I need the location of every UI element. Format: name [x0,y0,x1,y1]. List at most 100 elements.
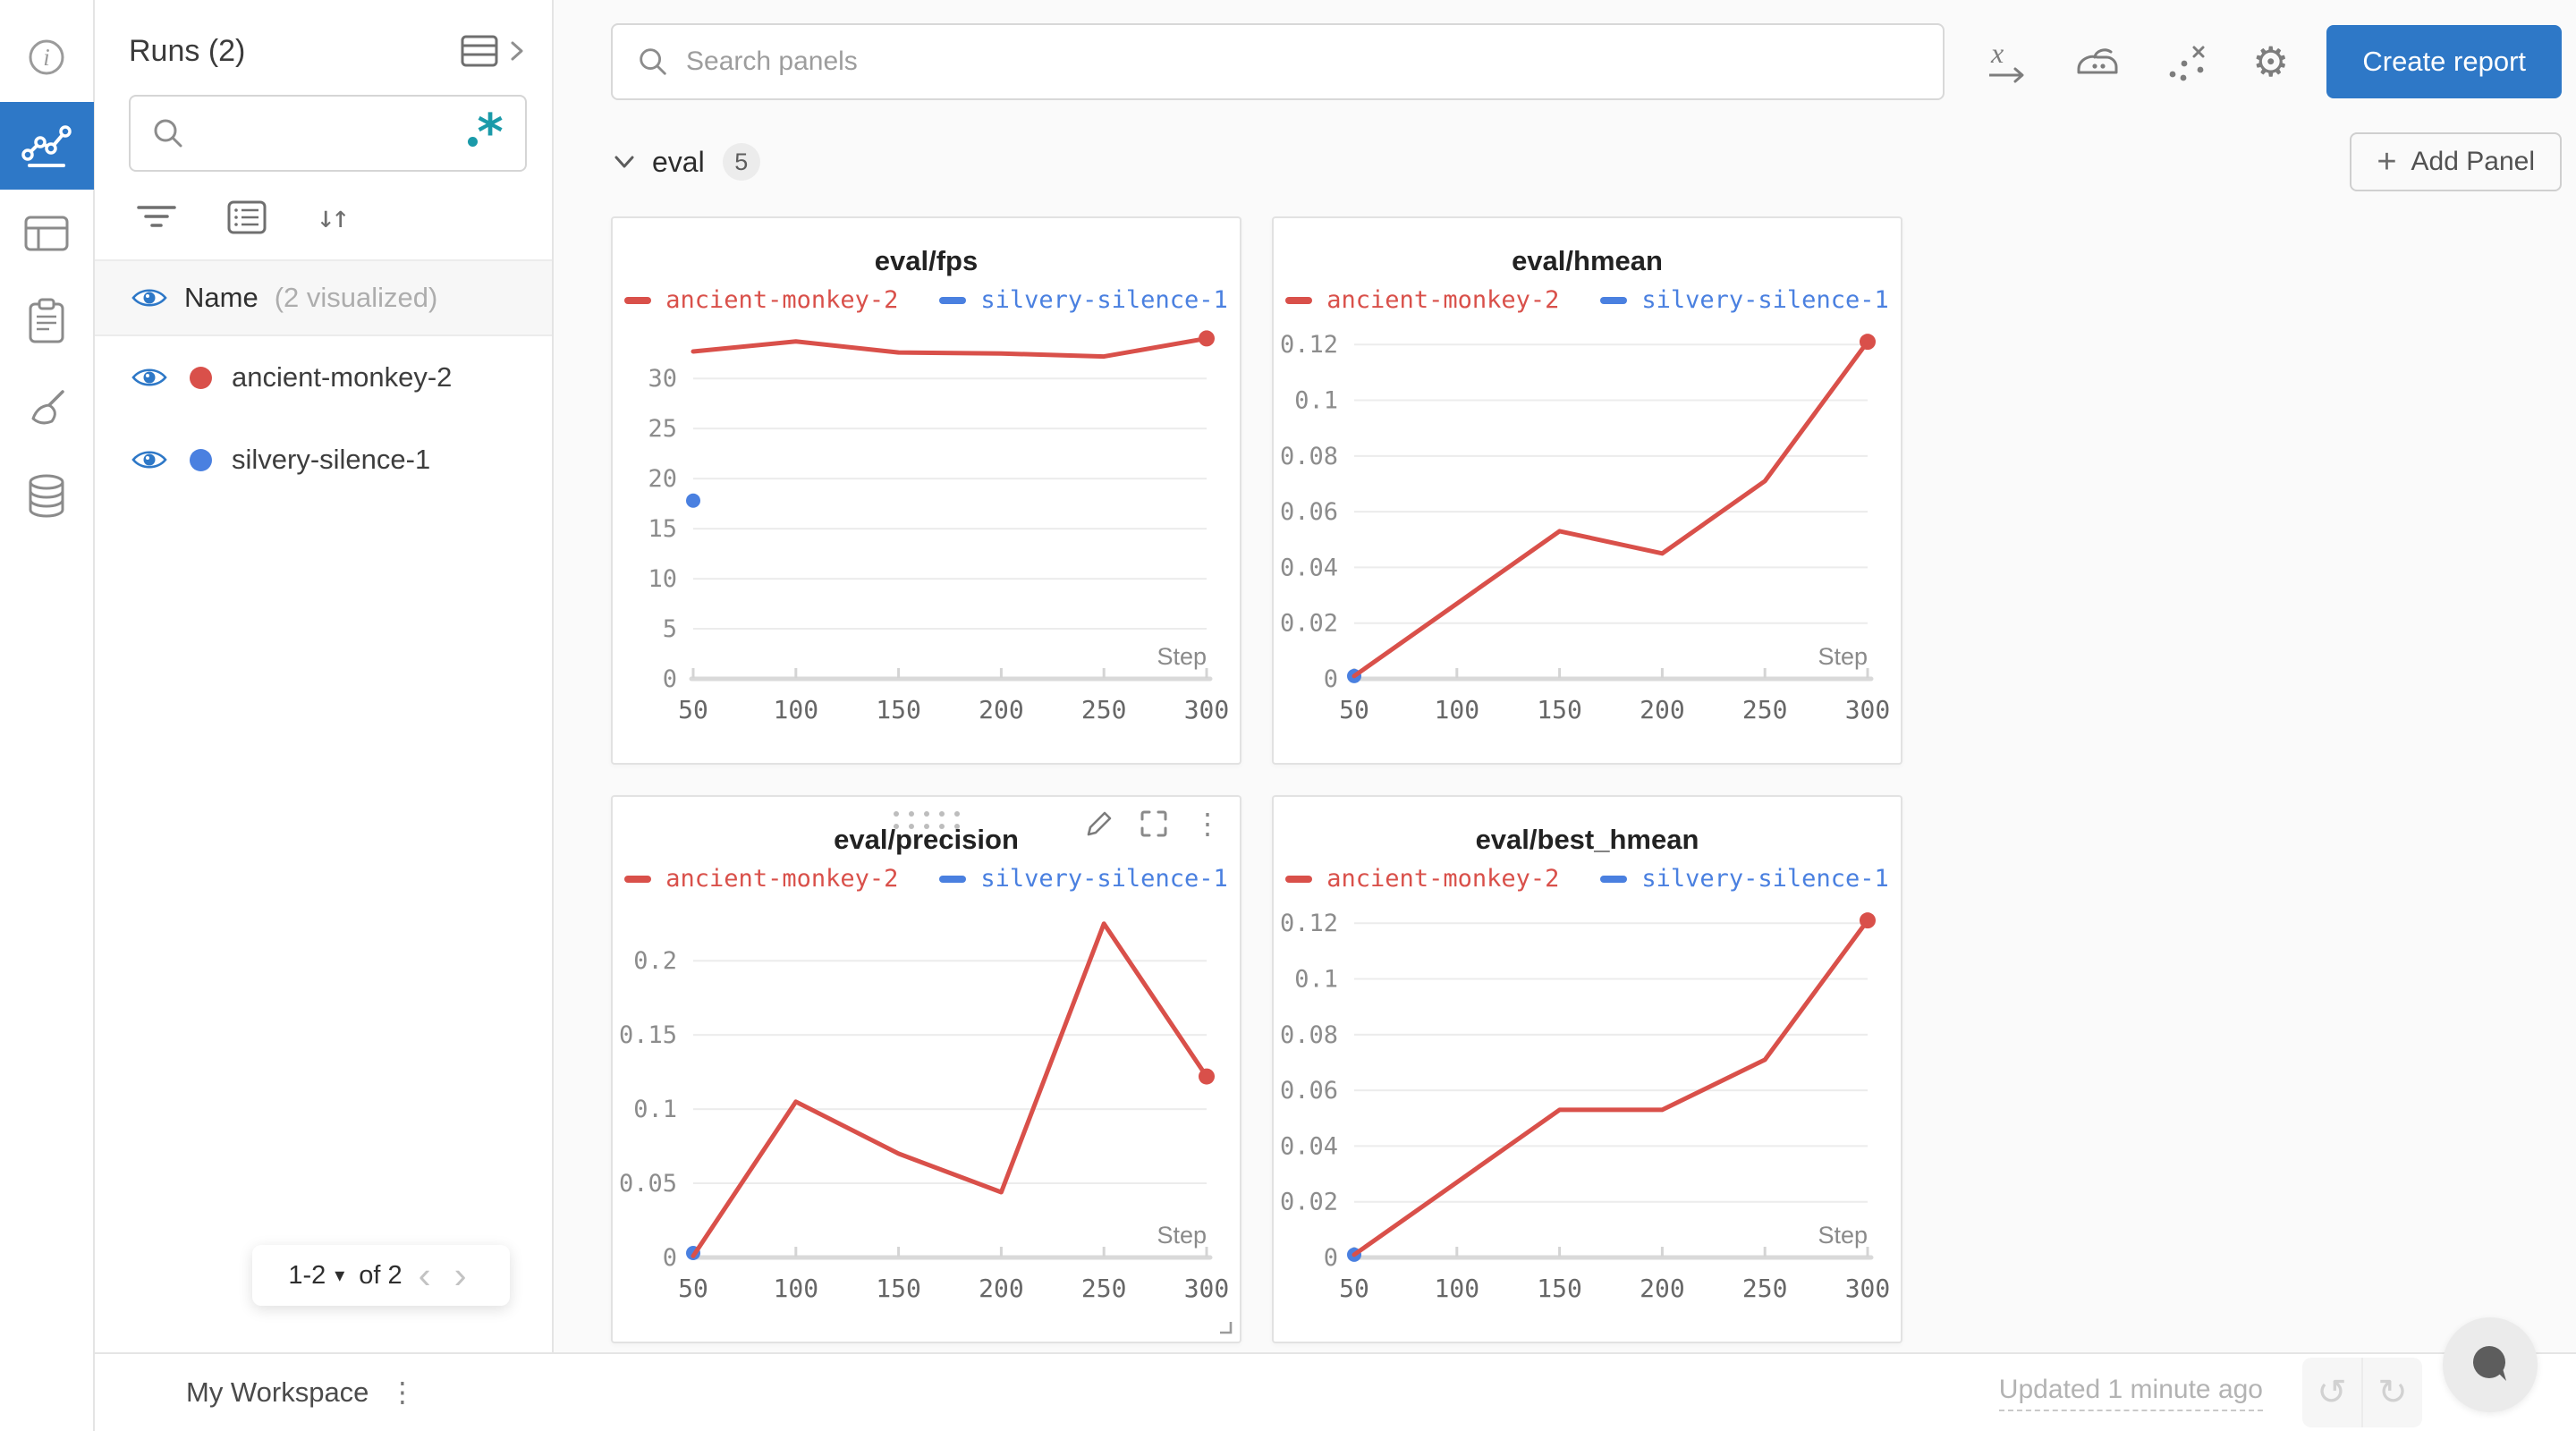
runs-table-toggle-icon[interactable] [459,32,500,70]
legend-swatch [624,296,652,304]
legend-swatch [1600,296,1628,304]
last-point [1199,1068,1215,1085]
svg-text:0.04: 0.04 [1280,554,1338,581]
legend-swatch [1285,875,1313,883]
series-line [1352,918,1870,1257]
svg-text:20: 20 [648,465,677,493]
sidebar-item-workspace[interactable] [0,102,94,190]
svg-text:150: 150 [876,695,921,724]
x-axis-settings-icon[interactable]: x [1982,39,2032,84]
broom-icon [31,390,64,425]
run-name: silvery-silence-1 [232,444,431,475]
add-panel-button[interactable]: + Add Panel [2350,132,2562,191]
chart-panel[interactable]: eval/best_hmean ancient-monkey-2 silvery-… [1272,795,1902,1343]
pagination-dropdown-icon[interactable]: ▾ [335,1264,345,1286]
sidebar-item-artifacts[interactable] [0,453,94,540]
sidebar-item-sweeps[interactable] [0,365,94,453]
workspace-main: x [554,0,2576,1431]
svg-text:50: 50 [678,695,708,724]
svg-text:5: 5 [663,615,677,643]
search-panels-box [611,23,1945,100]
chart-panel[interactable]: ⋮ eval/precision ancient-monkey-2 silvery… [611,795,1241,1343]
bottom-bar: My Workspace ⋮ Updated 1 minute ago ↺ ↻ [95,1352,2576,1431]
svg-text:0.2: 0.2 [633,947,677,975]
svg-text:0.02: 0.02 [1280,610,1338,638]
svg-text:25: 25 [648,415,677,443]
section-collapse-chevron-icon[interactable] [611,152,638,172]
chart-panel[interactable]: eval/fps ancient-monkey-2 silvery-silence… [611,216,1241,765]
svg-text:15: 15 [648,515,677,543]
svg-text:0.02: 0.02 [1280,1189,1338,1216]
chat-button[interactable] [2443,1317,2538,1412]
svg-text:250: 250 [1742,695,1788,724]
smoothing-iron-icon[interactable] [2073,40,2123,83]
chart-legend: ancient-monkey-2 silvery-silence-1 [1274,286,1901,314]
edit-panel-pencil-icon[interactable] [1084,809,1114,839]
chart-panel[interactable]: eval/hmean ancient-monkey-2 silvery-silen… [1272,216,1902,765]
sidebar-item-overview[interactable]: i [0,25,94,89]
clipboard-icon [29,298,64,343]
sort-icon[interactable]: ↓↑ [317,199,350,235]
outliers-scatter-icon[interactable] [2165,40,2211,83]
run-row-ancient-monkey-2[interactable]: ancient-monkey-2 [95,336,552,419]
last-updated-label[interactable]: Updated 1 minute ago [1998,1375,2263,1411]
pagination-next-icon[interactable]: › [453,1254,467,1296]
svg-text:0.12: 0.12 [1280,910,1338,937]
runs-search-box: * [129,95,527,172]
undo-redo-group: ↺ ↻ [2302,1358,2422,1427]
visibility-eye-icon[interactable] [131,284,168,311]
expand-sidebar-chevron-icon[interactable] [507,36,527,66]
pagination-prev-icon[interactable]: ‹ [418,1254,431,1296]
run-row-silvery-silence-1[interactable]: silvery-silence-1 [95,419,552,501]
legend-run-name: silvery-silence-1 [980,865,1228,893]
visibility-eye-icon[interactable] [131,364,168,391]
svg-text:0: 0 [1324,1244,1338,1272]
legend-entry[interactable]: silvery-silence-1 [1600,865,1889,893]
legend-entry[interactable]: ancient-monkey-2 [1285,865,1559,893]
panels-grid: eval/fps ancient-monkey-2 silvery-silence… [611,216,2562,1431]
legend-entry[interactable]: ancient-monkey-2 [624,865,898,893]
legend-run-name: ancient-monkey-2 [665,865,899,893]
svg-text:100: 100 [1435,695,1480,724]
legend-entry[interactable]: silvery-silence-1 [939,286,1228,314]
sidebar-item-logs[interactable] [0,277,94,365]
chart-legend: ancient-monkey-2 silvery-silence-1 [613,286,1240,314]
chart-plot: 0 0.05 0.1 0.15 0.2 50 100 150 200 250 300 Step [619,921,1229,1303]
workspace-name[interactable]: My Workspace [186,1376,369,1408]
runs-header-row[interactable]: Name (2 visualized) [95,259,552,336]
runs-column-name: Name [184,282,258,313]
runs-search-input[interactable] [200,118,466,148]
sidebar-item-runs-table[interactable] [0,190,94,277]
svg-text:0.1: 0.1 [1294,966,1338,994]
legend-entry[interactable]: ancient-monkey-2 [624,286,898,314]
svg-text:0.08: 0.08 [1280,1021,1338,1049]
workspace-menu-icon[interactable]: ⋮ [388,1376,417,1408]
undo-button[interactable]: ↺ [2302,1358,2361,1427]
create-report-button[interactable]: Create report [2326,25,2562,98]
regex-toggle-icon[interactable]: * [466,104,505,162]
settings-gear-icon[interactable]: ⚙ [2252,38,2290,85]
legend-entry[interactable]: silvery-silence-1 [939,865,1228,893]
filter-icon[interactable] [136,203,177,232]
run-name: ancient-monkey-2 [232,361,453,393]
resize-handle-icon[interactable] [1215,1317,1234,1336]
svg-text:Step: Step [1157,1222,1207,1249]
fullscreen-icon[interactable] [1138,808,1170,840]
svg-text:i: i [43,44,50,71]
pagination-range[interactable]: 1-2 [288,1260,326,1290]
group-list-icon[interactable] [225,199,268,236]
plus-icon: + [2377,143,2397,181]
panel-menu-icon[interactable]: ⋮ [1193,808,1222,840]
section-title[interactable]: eval [652,145,705,178]
redo-button[interactable]: ↻ [2363,1358,2422,1427]
legend-entry[interactable]: ancient-monkey-2 [1285,286,1559,314]
legend-entry[interactable]: silvery-silence-1 [1600,286,1889,314]
visibility-eye-icon[interactable] [131,446,168,473]
legend-swatch [939,875,967,883]
svg-text:0.1: 0.1 [633,1096,677,1123]
drag-handle-icon[interactable] [893,811,960,829]
search-panels-input[interactable] [686,47,1920,77]
legend-swatch [939,296,967,304]
pagination-total: of 2 [359,1260,402,1290]
last-point [1199,330,1215,347]
